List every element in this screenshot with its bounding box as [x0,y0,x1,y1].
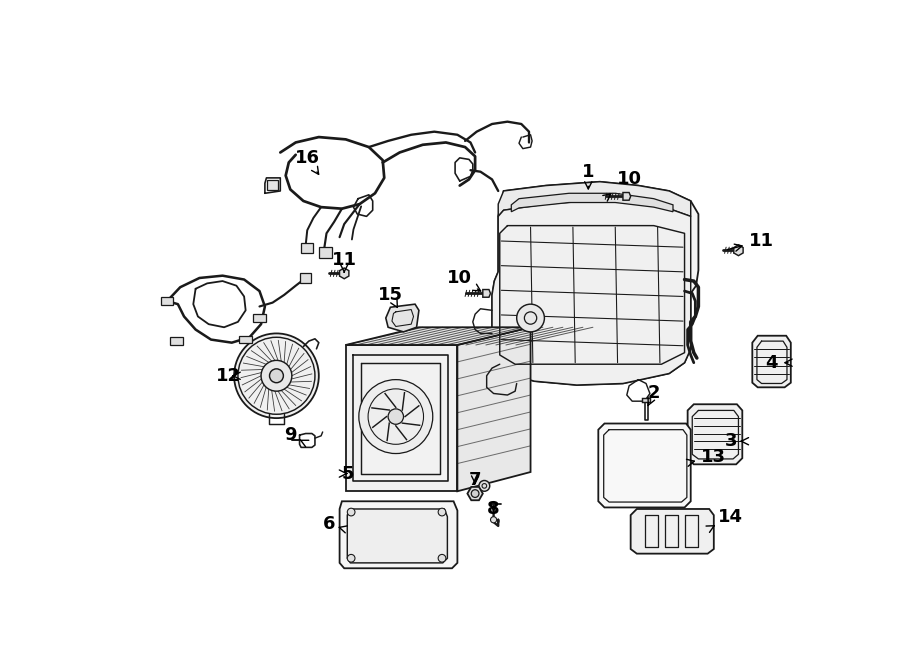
Polygon shape [511,193,673,212]
Polygon shape [347,509,447,563]
Text: 5: 5 [339,465,355,483]
Polygon shape [302,243,313,253]
Polygon shape [467,487,482,500]
Polygon shape [752,336,791,387]
Circle shape [479,481,490,491]
Circle shape [472,490,479,498]
Polygon shape [631,509,714,554]
Circle shape [438,555,446,562]
Polygon shape [492,182,698,385]
Polygon shape [457,327,530,491]
Polygon shape [386,304,418,332]
Text: 10: 10 [447,269,481,291]
Text: 3: 3 [724,432,749,450]
Text: 11: 11 [727,232,774,251]
Polygon shape [688,405,742,464]
Polygon shape [339,501,457,568]
Circle shape [359,379,433,453]
Circle shape [438,508,446,516]
Circle shape [261,360,292,391]
Circle shape [269,369,284,383]
Polygon shape [499,182,690,216]
Text: 14: 14 [706,508,743,532]
Polygon shape [598,424,690,508]
Polygon shape [170,337,183,345]
Text: 13: 13 [687,447,726,466]
Circle shape [347,508,355,516]
Text: 6: 6 [322,516,347,533]
Circle shape [388,409,403,424]
Polygon shape [346,327,530,345]
Text: 11: 11 [332,251,356,272]
Text: 2: 2 [647,385,660,406]
Text: 1: 1 [582,163,595,189]
Text: 12: 12 [216,367,241,385]
Polygon shape [319,247,332,258]
Text: 7: 7 [469,471,482,488]
Polygon shape [492,200,690,385]
Polygon shape [161,297,174,305]
Circle shape [517,304,544,332]
Text: 16: 16 [295,149,319,175]
Circle shape [234,333,319,418]
Polygon shape [623,192,631,200]
Text: 8: 8 [487,500,500,518]
Polygon shape [339,268,349,279]
Polygon shape [346,345,457,491]
Polygon shape [267,180,278,190]
Circle shape [347,555,355,562]
Polygon shape [300,274,311,284]
Polygon shape [482,290,491,297]
Polygon shape [239,336,252,344]
Text: 10: 10 [603,171,642,201]
Text: 9: 9 [284,426,309,447]
Polygon shape [734,245,743,256]
Text: 4: 4 [765,354,792,371]
Polygon shape [643,398,650,402]
Circle shape [491,517,497,523]
Text: 15: 15 [378,286,403,307]
Polygon shape [254,314,266,322]
